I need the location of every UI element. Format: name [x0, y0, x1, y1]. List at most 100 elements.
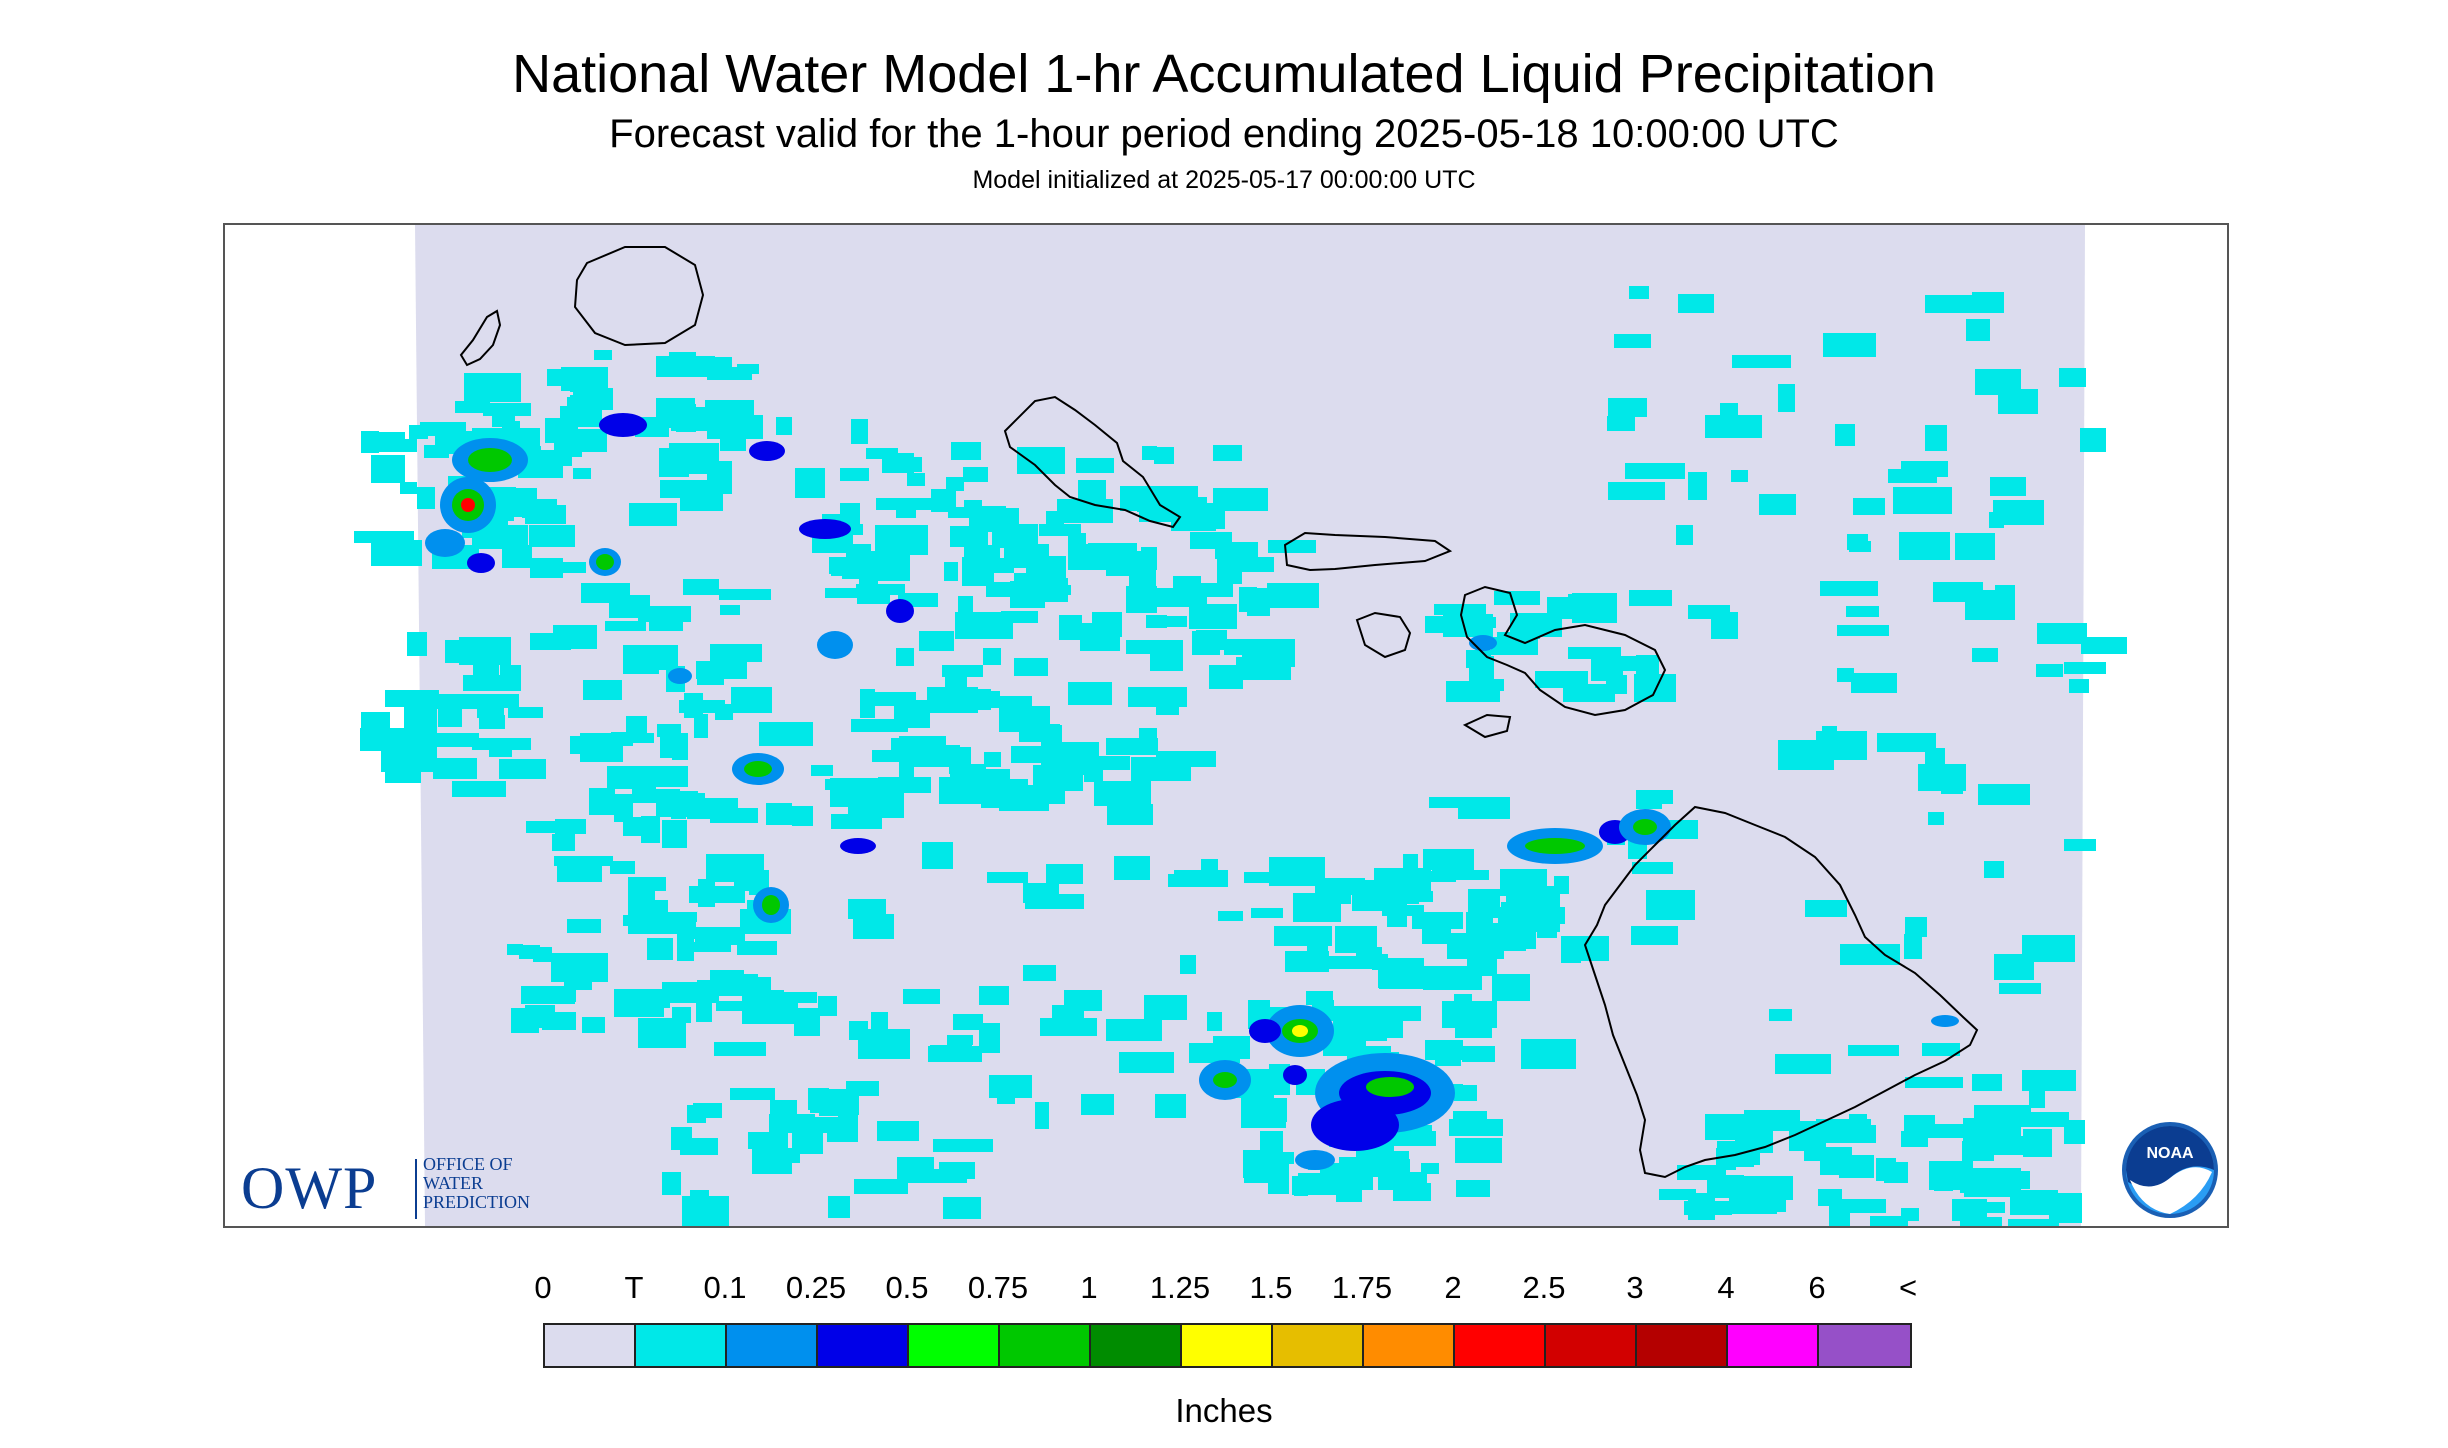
precip-cell: [877, 1121, 919, 1141]
maui-coastline: [1459, 585, 1667, 717]
legend-label: 0.25: [785, 1270, 847, 1305]
precip-cell: [2008, 1219, 2059, 1226]
precip-cell: [1849, 541, 1871, 552]
precip-cell: [979, 986, 1009, 1005]
legend-swatch: [1273, 1325, 1364, 1366]
precip-cell: [1268, 1165, 1289, 1194]
precip-cell: [1933, 582, 1983, 602]
precip-cell: [502, 545, 532, 568]
precip-cell: [953, 1014, 983, 1030]
precip-cell: [989, 1075, 1032, 1098]
precip-cell: [1356, 947, 1382, 957]
precip-cell: [1023, 965, 1056, 981]
precip-cell: [526, 821, 572, 833]
precip-cell: [1241, 1102, 1286, 1128]
precip-cell: [2064, 1120, 2085, 1144]
lanai-coastline: [1355, 611, 1412, 659]
precip-core: [749, 441, 785, 461]
precip-cell: [652, 769, 671, 780]
precip-core: [1292, 1025, 1308, 1037]
precip-cell: [632, 789, 680, 803]
precip-cell: [1732, 355, 1791, 368]
precip-cell: [1141, 547, 1157, 570]
owp-divider: [415, 1159, 417, 1219]
precip-cell: [878, 790, 899, 805]
precip-cell: [1970, 1202, 2005, 1213]
precip-cell: [1678, 294, 1714, 313]
precip-cell: [853, 914, 894, 939]
precip-cell: [1705, 415, 1762, 438]
legend-swatch: [727, 1325, 818, 1366]
precip-cell: [561, 367, 608, 391]
precip-cell: [831, 814, 882, 829]
precip-cell: [1108, 1019, 1152, 1039]
precip-cell: [2037, 623, 2087, 644]
precip-cell: [710, 644, 762, 662]
precip-core: [840, 838, 876, 854]
map-title: National Water Model 1-hr Accumulated Li…: [512, 44, 1936, 104]
legend-label: 2.5: [1522, 1270, 1566, 1305]
precip-cell: [931, 489, 956, 512]
precip-cell: [1307, 928, 1328, 956]
precip-cell: [1870, 1216, 1908, 1226]
precip-cell: [1126, 586, 1157, 613]
precip-cell: [680, 484, 723, 511]
precip-cell: [696, 661, 747, 679]
precip-cell: [1421, 1163, 1439, 1174]
precip-cell: [1775, 1054, 1831, 1074]
precip-cell: [1631, 926, 1678, 945]
precip-cell: [682, 1196, 729, 1226]
precip-cell: [1213, 488, 1268, 511]
precip-cell: [737, 941, 777, 955]
precip-cell: [951, 442, 981, 460]
precip-cell: [1607, 416, 1635, 431]
precip-cell: [1046, 864, 1083, 884]
precip-cell: [997, 1094, 1015, 1104]
precip-cell: [1963, 1118, 2021, 1141]
precip-cell: [1925, 748, 1945, 767]
precip-cell: [1119, 1052, 1174, 1073]
precip-cell: [1455, 1138, 1502, 1163]
precip-cell: [400, 482, 417, 494]
precip-cell: [1456, 1180, 1490, 1197]
precip-cell: [1646, 890, 1695, 920]
precip-cell: [1056, 585, 1071, 595]
precip-cell: [677, 933, 694, 961]
precip-cell: [1901, 1131, 1928, 1147]
precip-cell: [1677, 1165, 1726, 1180]
precip-cell: [1174, 870, 1228, 887]
precip-cell: [792, 806, 813, 826]
precip-cell: [567, 919, 601, 933]
legend-swatch: [909, 1325, 1000, 1366]
precip-cell: [878, 777, 931, 793]
precip-cell: [1893, 487, 1952, 514]
precip-cell: [479, 715, 505, 729]
precip-cell: [499, 759, 546, 779]
precip-cell: [1905, 1077, 1963, 1088]
precip-cell: [1247, 588, 1270, 616]
precip-core: [668, 668, 692, 684]
precip-cell: [1213, 445, 1242, 461]
precip-cell: [1634, 674, 1676, 702]
precip-cell: [2064, 662, 2106, 674]
precip-cell: [1454, 1085, 1477, 1101]
precip-cell: [894, 700, 930, 728]
precip-cell: [438, 702, 462, 727]
legend-label: 0.5: [885, 1270, 929, 1305]
legend-label: 1.25: [1149, 1270, 1211, 1305]
precip-cell: [978, 696, 1032, 708]
precip-cell: [896, 648, 914, 666]
precip-cell: [1269, 857, 1325, 886]
precip-cell: [1422, 923, 1451, 944]
precip-cell: [1217, 570, 1242, 584]
legend-label: 0.75: [967, 1270, 1029, 1305]
precip-cell: [987, 872, 1028, 883]
precip-cell: [669, 443, 719, 471]
precip-cell: [964, 558, 1014, 573]
precip-cell: [875, 525, 928, 555]
precip-cell: [1244, 872, 1277, 883]
precip-cell: [1972, 292, 2004, 313]
precip-cell: [629, 503, 677, 526]
precip-cell: [854, 1179, 908, 1194]
precip-cell: [922, 842, 953, 869]
